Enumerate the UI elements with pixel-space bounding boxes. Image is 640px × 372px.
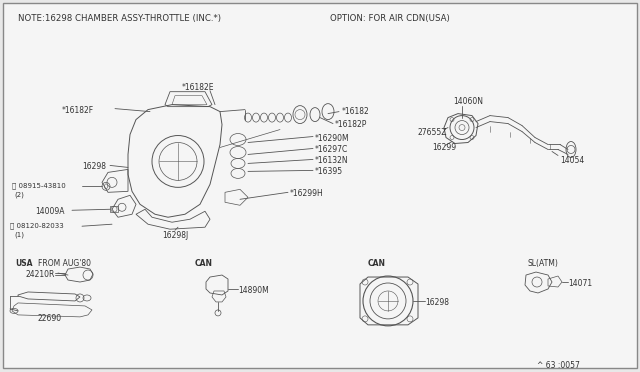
Text: CAN: CAN (368, 259, 386, 268)
Text: 16298J: 16298J (162, 231, 188, 240)
Text: CAN: CAN (195, 259, 213, 268)
Text: 22690: 22690 (38, 314, 62, 323)
Text: 24210R: 24210R (25, 270, 54, 279)
Text: (1): (1) (14, 231, 24, 238)
Text: 16299: 16299 (432, 142, 456, 151)
Text: USA: USA (15, 259, 33, 268)
Text: 16298: 16298 (82, 163, 106, 171)
Text: *16132N: *16132N (315, 157, 349, 166)
Text: (2): (2) (14, 191, 24, 198)
Text: NOTE:16298 CHAMBER ASSY-THROTTLE (INC.*): NOTE:16298 CHAMBER ASSY-THROTTLE (INC.*) (18, 14, 221, 23)
Text: 14890M: 14890M (238, 286, 269, 295)
Text: Ⓑ 08120-82033: Ⓑ 08120-82033 (10, 222, 64, 229)
Text: *16297C: *16297C (315, 145, 348, 154)
Text: *16290M: *16290M (315, 134, 349, 142)
Text: *16395: *16395 (315, 167, 343, 176)
Text: 14071: 14071 (568, 279, 592, 288)
Text: *16182P: *16182P (335, 119, 367, 129)
Text: SL(ATM): SL(ATM) (528, 259, 559, 268)
Text: Ⓦ 08915-43810: Ⓦ 08915-43810 (12, 182, 66, 189)
Text: *16299H: *16299H (290, 189, 324, 198)
Text: 14060N: 14060N (453, 97, 483, 106)
Text: *16182E: *16182E (182, 83, 214, 92)
Text: FROM AUG'80: FROM AUG'80 (38, 259, 91, 268)
Text: 14054: 14054 (560, 157, 584, 166)
Text: 14009A: 14009A (35, 207, 65, 216)
Text: OPTION: FOR AIR CDN(USA): OPTION: FOR AIR CDN(USA) (330, 14, 450, 23)
FancyBboxPatch shape (3, 3, 637, 368)
Text: ^ 63 :0057: ^ 63 :0057 (537, 361, 580, 370)
Text: *16182F: *16182F (62, 106, 94, 115)
Text: *16182: *16182 (342, 107, 370, 116)
Text: 16298: 16298 (425, 298, 449, 307)
Text: 27655Z: 27655Z (418, 128, 447, 137)
